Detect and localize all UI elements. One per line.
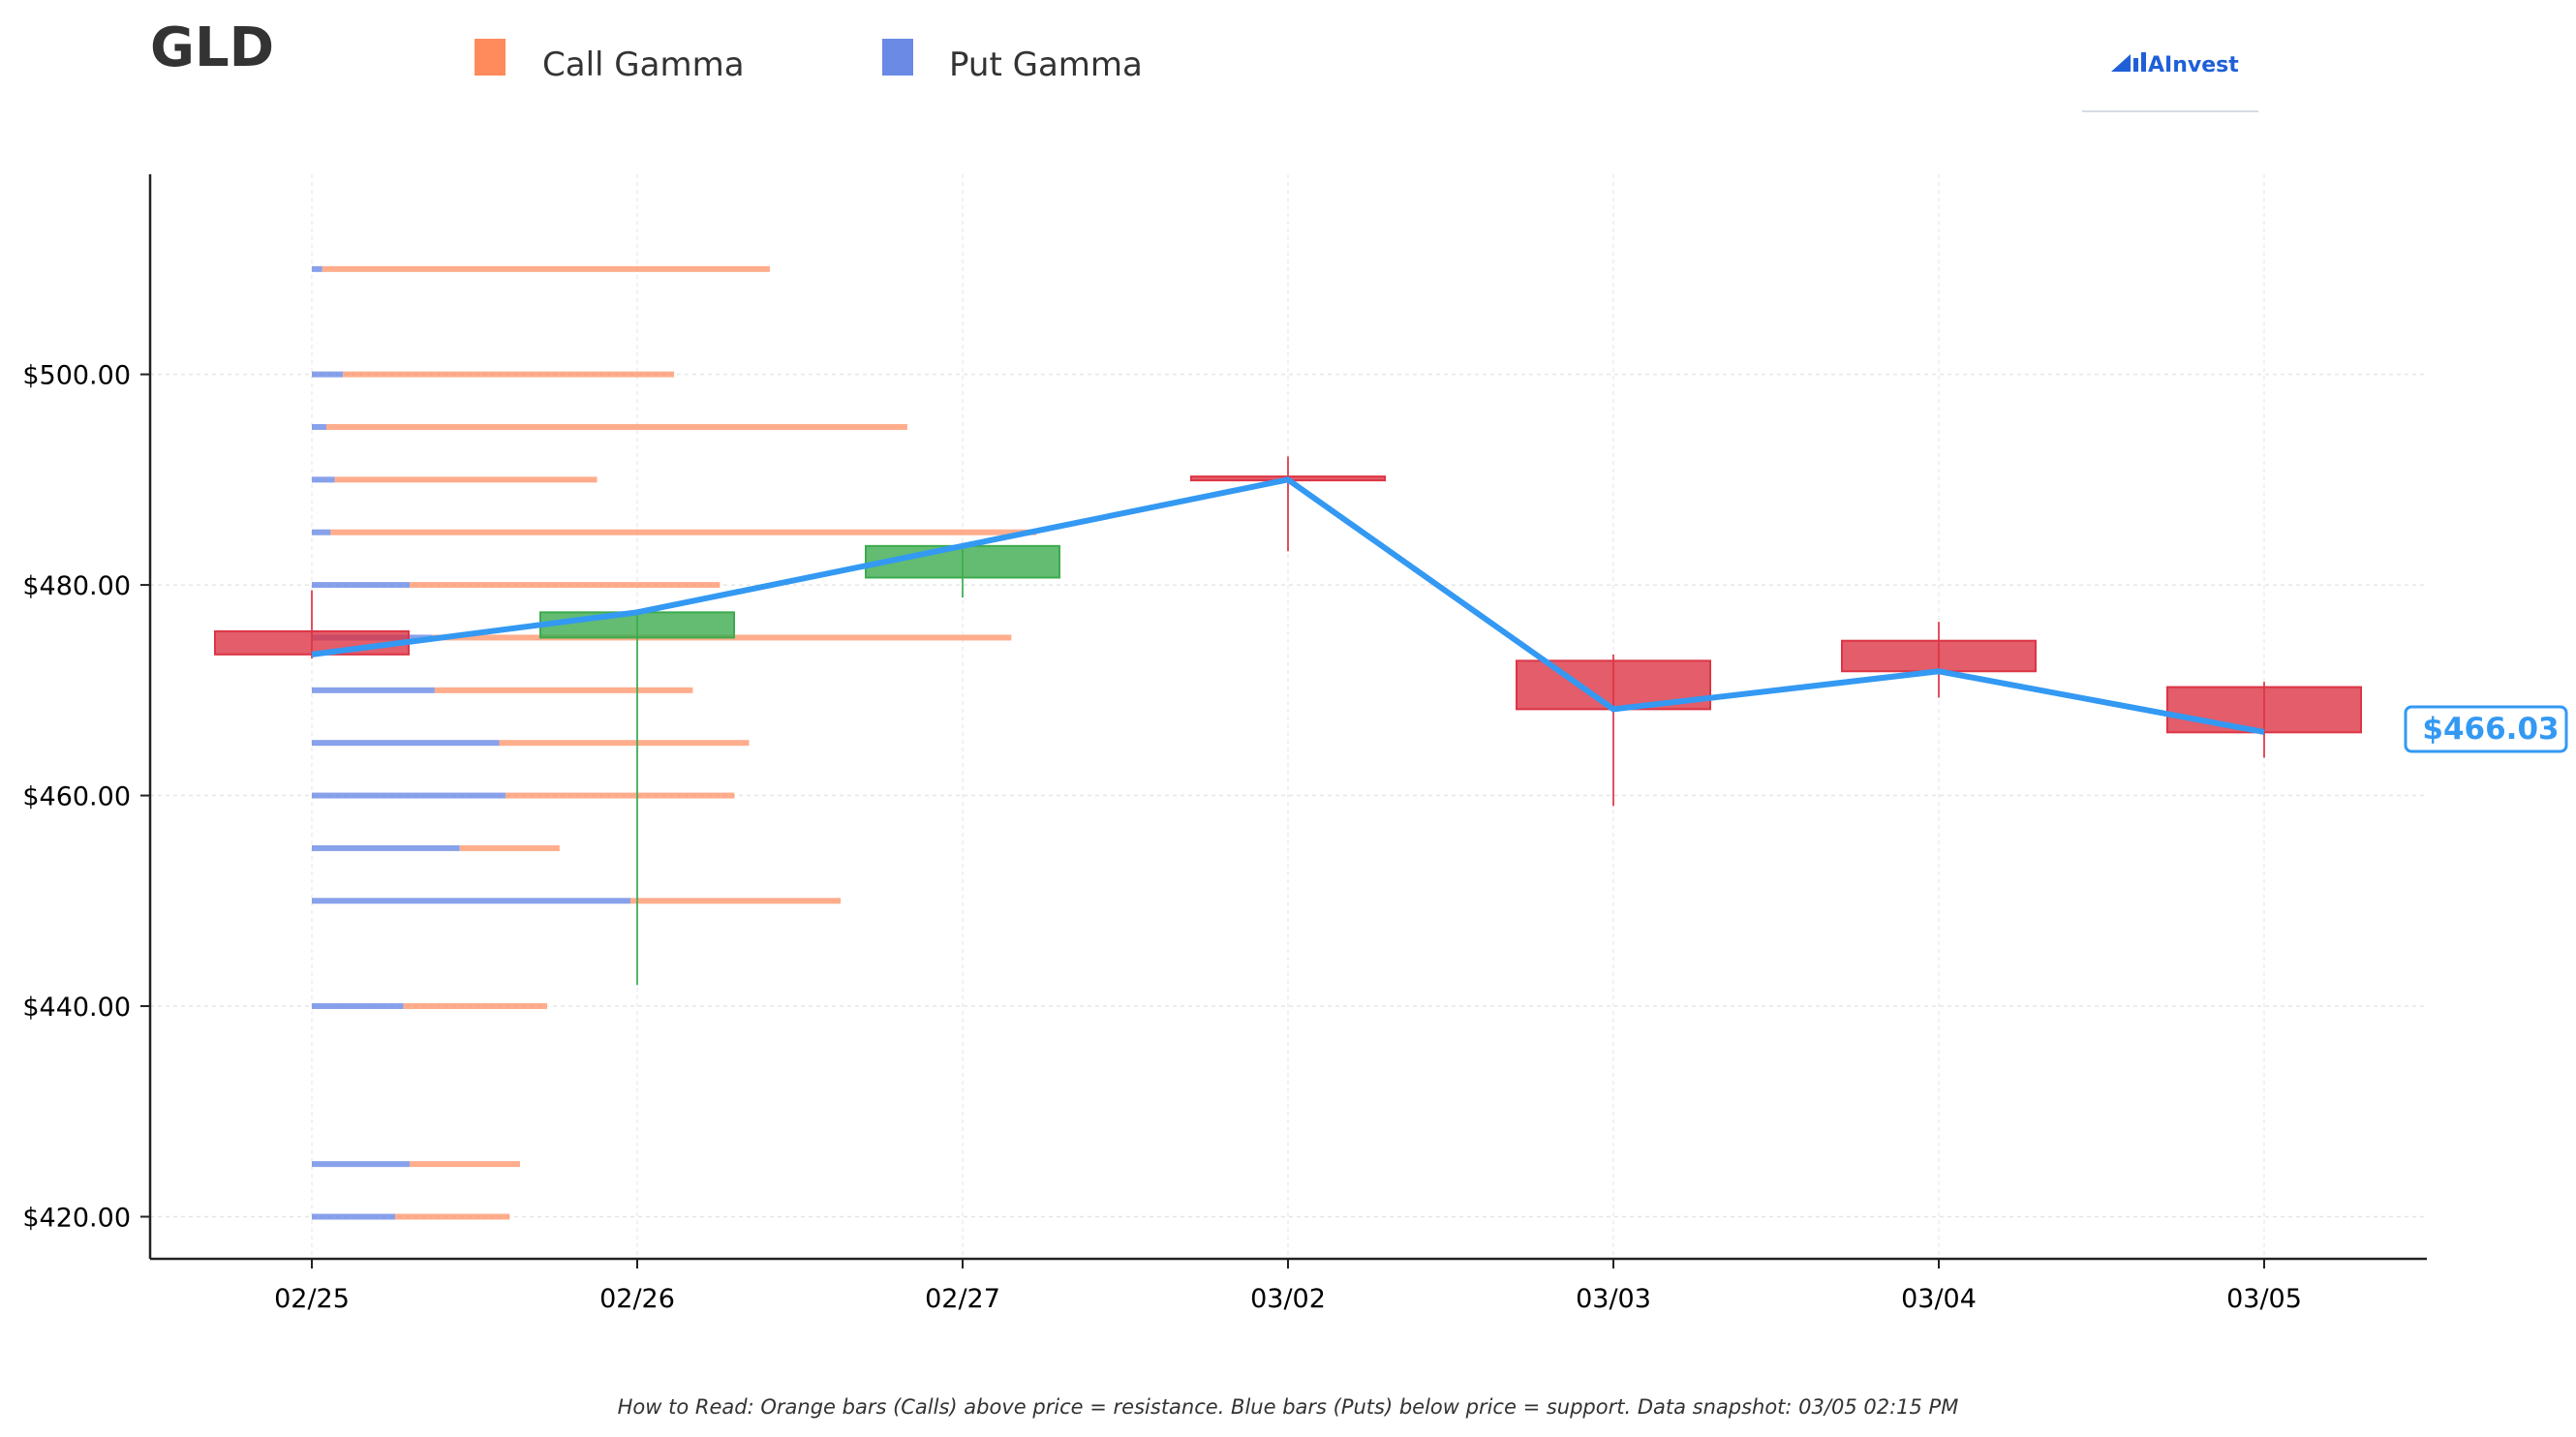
candlesticks	[214, 456, 2362, 986]
y-tick-label: $460.00	[22, 782, 131, 812]
legend-call-label: Call Gamma	[542, 46, 745, 84]
call-gamma-bar	[326, 423, 907, 430]
put-gamma-bar	[312, 1161, 411, 1168]
call-gamma-bar	[499, 740, 750, 747]
put-gamma-bar	[312, 476, 335, 483]
put-gamma-bar	[312, 844, 460, 851]
call-gamma-bar	[434, 687, 693, 693]
x-tick-label: 03/04	[1901, 1284, 1977, 1314]
put-gamma-bar	[312, 1213, 395, 1220]
call-gamma-bar	[629, 898, 842, 904]
put-gamma-bar	[312, 687, 435, 693]
logo-mark-icon	[2111, 52, 2146, 72]
x-tick-label: 02/26	[599, 1284, 675, 1314]
call-gamma-bar	[334, 476, 598, 483]
footer-note: How to Read: Orange bars (Calls) above p…	[618, 1395, 1959, 1419]
call-gamma-bar	[459, 844, 560, 851]
logo-text: AInvest	[2148, 53, 2239, 77]
call-gamma-bar	[403, 1003, 547, 1010]
price-line	[311, 476, 2265, 735]
legend-call-swatch	[475, 39, 506, 76]
legend: Call Gamma Put Gamma	[475, 39, 1143, 84]
candle-body	[1841, 639, 2037, 673]
x-tick-label: 02/25	[274, 1284, 350, 1314]
call-gamma-bar	[410, 582, 721, 589]
call-gamma-bar	[343, 371, 675, 378]
call-gamma-bar	[505, 792, 735, 799]
current-price-badge: $466.03	[2404, 705, 2568, 753]
y-tick-label: $480.00	[22, 571, 131, 601]
put-gamma-bar	[312, 1003, 404, 1010]
current-price-label: $466.03	[2422, 712, 2559, 747]
chart-title: GLD	[150, 16, 274, 79]
candle-body	[865, 544, 1060, 579]
legend-put-label: Put Gamma	[949, 46, 1143, 84]
call-gamma-bar	[395, 1213, 510, 1220]
gridlines	[150, 174, 2427, 1259]
price-line-layer	[311, 476, 2265, 735]
candle-body	[2166, 686, 2362, 734]
y-tick-label: $440.00	[22, 993, 131, 1023]
x-tick-label: 03/02	[1250, 1284, 1326, 1314]
call-gamma-bar	[322, 265, 770, 272]
call-gamma-bar	[410, 1161, 520, 1168]
x-tick-label: 02/27	[925, 1284, 1000, 1314]
y-tick-label: $500.00	[22, 361, 131, 391]
call-gamma-bar	[330, 529, 1037, 535]
legend-put-swatch	[882, 39, 913, 76]
put-gamma-bar	[312, 898, 630, 904]
x-tick-label: 03/05	[2226, 1284, 2302, 1314]
gamma-bars	[312, 265, 1037, 1220]
put-gamma-bar	[312, 529, 331, 535]
put-gamma-bar	[312, 792, 506, 799]
ainvest-logo: AInvest	[2082, 52, 2258, 112]
y-tick-label: $420.00	[22, 1204, 131, 1234]
candle-body	[539, 611, 735, 639]
put-gamma-bar	[312, 582, 411, 589]
axes: $420.00 $440.00 $460.00 $480.00 $500.00 02/25…	[22, 174, 2427, 1314]
put-gamma-bar	[312, 371, 344, 378]
put-gamma-bar	[312, 423, 327, 430]
put-gamma-bar	[312, 265, 322, 272]
current-price-box	[2404, 705, 2568, 753]
x-tick-label: 03/03	[1576, 1284, 1651, 1314]
put-gamma-bar	[312, 740, 500, 747]
